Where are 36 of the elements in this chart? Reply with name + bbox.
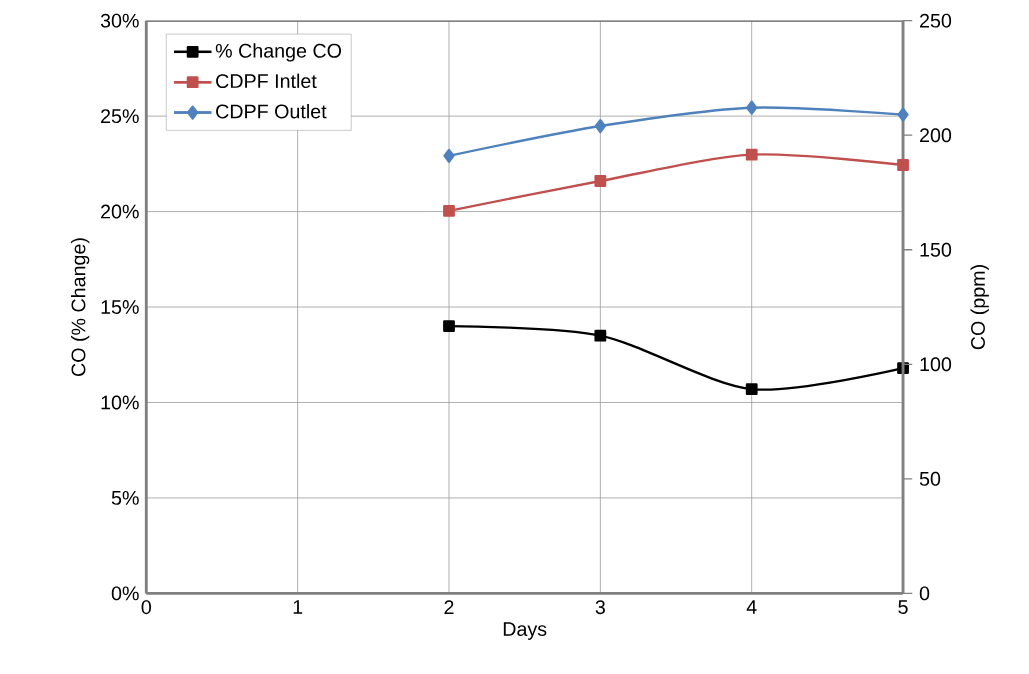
y2-tick-label: 200 [920,128,952,143]
x-tick-label: 3 [595,600,605,615]
point [745,383,758,395]
y-axis-title: CO (% Change) [70,238,90,376]
y2-tick-label: 50 [919,471,941,486]
point [594,329,607,342]
legend-label: CDPF Outlet [216,103,327,119]
point [897,159,909,171]
y-tick-label: 0% [111,586,139,601]
point [745,148,758,161]
y2-axis-title: CO (ppm) [970,265,989,350]
point [746,100,758,115]
y-tick-label: 15% [101,300,139,314]
point [443,204,455,217]
x-tick-label: 0 [141,600,151,615]
x-tick-label: 4 [746,600,757,614]
point [594,175,607,187]
y2-tick-label: 250 [920,13,952,28]
y-tick-label: 20% [101,204,139,219]
point [443,320,455,332]
y2-tick-label: 150 [920,242,952,257]
x-axis-title: Days [503,622,547,640]
legend-label: % Change CO [215,43,342,62]
point [897,107,909,122]
y2-tick-label: 100 [920,357,952,372]
y-tick-label: 30% [100,13,139,28]
point [594,118,606,134]
x-tick-label: 2 [444,600,454,614]
point [443,148,455,163]
y-tick-label: 25% [101,109,139,124]
x-tick-label: 5 [898,600,908,614]
y-tick-label: 10% [101,395,139,410]
y2-tick-label: 0 [919,586,930,601]
y-tick-label: 5% [111,490,139,505]
legend-label: CDPF Intlet [216,73,317,89]
x-tick-label: 1 [293,600,303,614]
